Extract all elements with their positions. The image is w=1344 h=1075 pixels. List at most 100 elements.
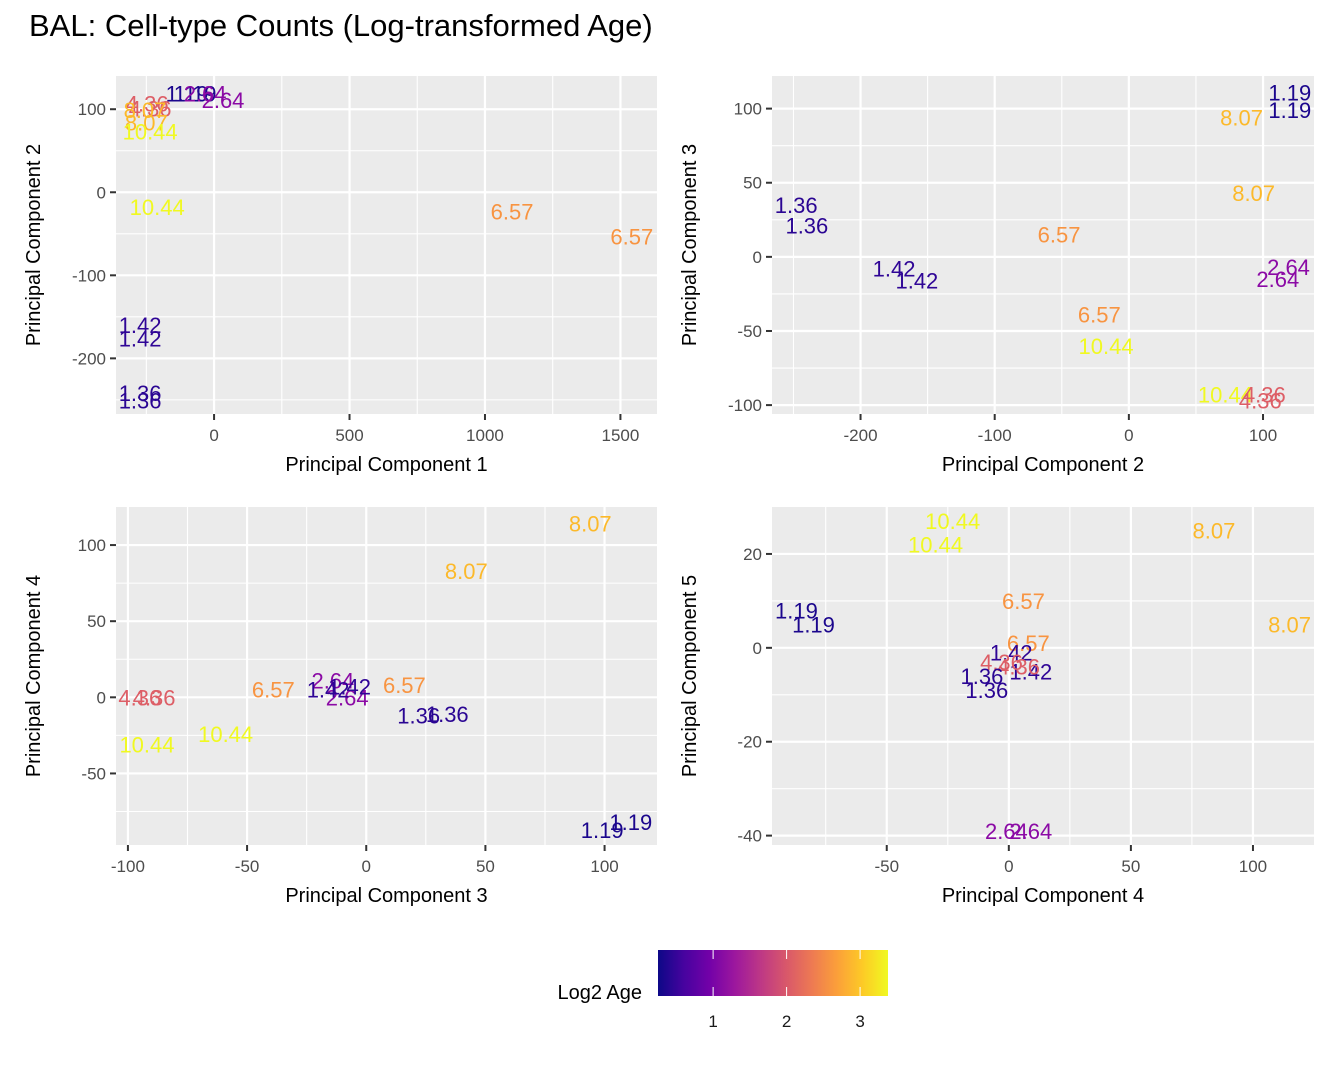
- panel-background: [116, 76, 657, 414]
- point-label: 1.36: [961, 664, 1004, 689]
- x-tick-label: 0: [209, 426, 218, 445]
- y-tick-label: 0: [753, 639, 762, 658]
- x-tick-label: 500: [335, 426, 363, 445]
- point-label: 1.19: [775, 598, 818, 623]
- point-label: 10.44: [198, 722, 253, 747]
- point-label: 2.64: [326, 685, 369, 710]
- point-labels: 8.07 8.07 4.364.36 10.44 10.44 6.57 6.57 2.642.…: [118, 512, 652, 843]
- point-label: 2.64: [1267, 255, 1310, 280]
- y-tick-label: 100: [78, 100, 106, 119]
- point-label: 6.57: [1007, 631, 1050, 656]
- y-tick-label: 0: [97, 183, 106, 202]
- y-tick-label: 100: [78, 536, 106, 555]
- point-label: 1.42: [1009, 659, 1052, 684]
- point-label: 1.42: [895, 269, 938, 294]
- panel-background: [772, 76, 1314, 414]
- point-label: 1.19: [792, 612, 835, 637]
- point-labels: 1.191.192.642.644.364.368.078.0710.4410.…: [119, 81, 654, 413]
- point-label: 6.57: [610, 224, 653, 249]
- x-axis-title: Principal Component 4: [942, 885, 1144, 907]
- point-label: 1.36: [426, 702, 469, 727]
- point-label: 6.57: [383, 673, 426, 698]
- x-tick-label: -200: [844, 426, 878, 445]
- point-label: 1.42: [119, 326, 162, 351]
- point-label: 10.44: [123, 120, 178, 145]
- point-label: 1.19: [1268, 80, 1311, 105]
- y-tick-label: 0: [97, 688, 106, 707]
- y-tick-label: 0: [753, 248, 762, 267]
- point-label: 1.42: [307, 678, 350, 703]
- point-label: 4.36: [1243, 383, 1286, 408]
- x-tick-label: 0: [362, 857, 371, 876]
- point-label: 8.07: [1192, 518, 1235, 543]
- point-label: 1.42: [873, 257, 916, 282]
- point-label: 1.19: [581, 818, 624, 843]
- x-axis-title: Principal Component 1: [285, 454, 487, 476]
- y-tick-label: 50: [743, 174, 762, 193]
- y-tick-label: -40: [737, 827, 762, 846]
- point-label: 8.07: [125, 111, 168, 136]
- legend: Log2 Age 1 2 3: [557, 950, 888, 1031]
- x-tick-label: 1000: [466, 426, 504, 445]
- point-label: 8.07: [1220, 106, 1263, 131]
- point-label: 6.57: [491, 199, 534, 224]
- y-axis-title: Principal Component 3: [679, 144, 701, 346]
- point-label: 4.36: [118, 685, 161, 710]
- y-tick-label: -50: [737, 322, 762, 341]
- y-axis-title: Principal Component 2: [23, 144, 45, 346]
- y-tick-label: 20: [743, 545, 762, 564]
- x-tick-label: -50: [874, 857, 899, 876]
- point-label: 6.57: [1002, 589, 1045, 614]
- point-label: 2.64: [311, 669, 354, 694]
- y-tick-label: -20: [737, 733, 762, 752]
- x-tick-label: 100: [1249, 426, 1277, 445]
- point-label: 2.64: [184, 81, 227, 106]
- point-label: 10.44: [925, 509, 980, 534]
- y-tick-label: -100: [728, 396, 762, 415]
- point-label: 4.36: [980, 650, 1023, 675]
- point-label: 10.44: [130, 195, 185, 220]
- point-label: 4.36: [997, 655, 1040, 680]
- point-label: 1.36: [119, 389, 162, 414]
- panel-1: 0 500 1000 1500 -200 -100 0 100 Principal Compon…: [23, 76, 657, 476]
- panel-3: -100 -50 0 50 100 -50 0 50 100 Principal Componen…: [23, 507, 657, 907]
- point-label: 2.64: [202, 88, 245, 113]
- y-tick-label: -100: [72, 266, 106, 285]
- x-tick-label: -100: [111, 857, 145, 876]
- x-tick-label: 50: [476, 857, 495, 876]
- legend-tick-label: 3: [855, 1012, 864, 1031]
- point-label: 8.07: [1268, 612, 1311, 637]
- point-label: 6.57: [1038, 223, 1081, 248]
- point-label: 4.36: [1239, 389, 1282, 414]
- y-tick-label: -200: [72, 349, 106, 368]
- point-label: 4.36: [126, 91, 169, 116]
- legend-colorbar: [658, 950, 888, 996]
- legend-tick-label: 2: [782, 1012, 791, 1031]
- point-labels: 1.191.198.078.076.572.642.646.5710.4410.…: [775, 80, 1312, 413]
- legend-title: Log2 Age: [557, 982, 642, 1004]
- point-label: 1.19: [166, 81, 209, 106]
- y-tick-label: 50: [87, 612, 106, 631]
- y-axis-title: Principal Component 5: [679, 575, 701, 777]
- point-label: 1.19: [174, 81, 217, 106]
- point-label: 1.36: [775, 193, 818, 218]
- point-label: 8.07: [569, 512, 612, 537]
- point-label: 1.36: [785, 214, 828, 239]
- point-label: 1.42: [990, 641, 1033, 666]
- point-label: 4.36: [133, 685, 176, 710]
- point-label: 1.19: [609, 810, 652, 835]
- x-tick-label: 100: [590, 857, 618, 876]
- point-label: 10.44: [119, 733, 174, 758]
- point-label: 4.36: [129, 96, 172, 121]
- point-label: 10.44: [908, 533, 963, 558]
- point-label: 6.57: [1078, 303, 1121, 328]
- x-axis-title: Principal Component 3: [285, 885, 487, 907]
- point-label: 2.64: [1009, 819, 1052, 844]
- panel-2: -200 -100 0 100 -100 -50 0 50 100 Principal Compo…: [679, 76, 1314, 476]
- x-tick-label: 1500: [602, 426, 640, 445]
- y-tick-label: -50: [81, 764, 106, 783]
- point-label: 2.64: [985, 819, 1028, 844]
- x-tick-label: 50: [1121, 857, 1140, 876]
- y-axis-title: Principal Component 4: [23, 575, 45, 777]
